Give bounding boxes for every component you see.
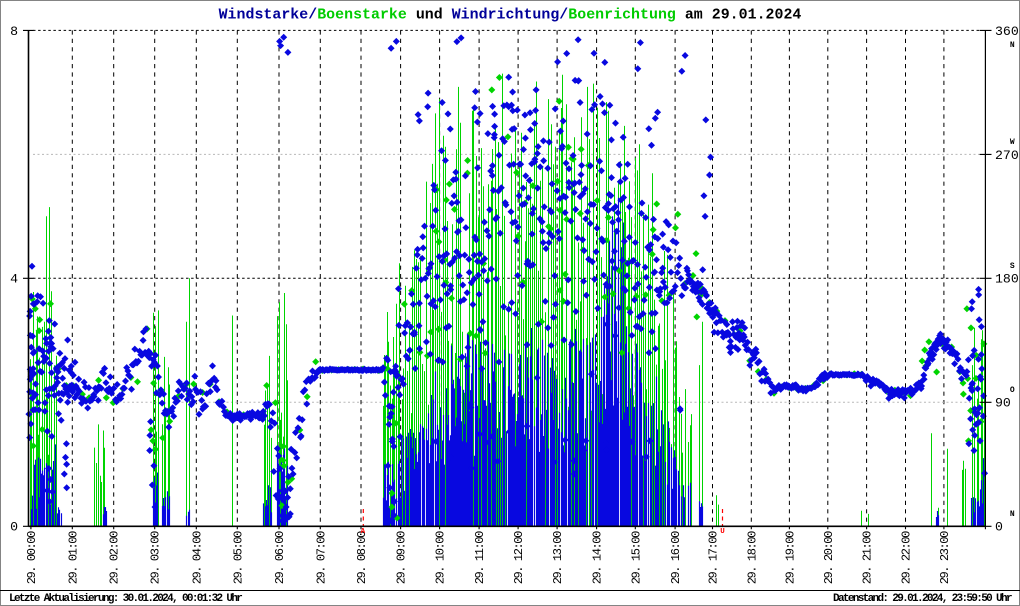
svg-text:29. 02:00: 29. 02:00 [108,531,122,584]
svg-text:29. 19:00: 29. 19:00 [783,531,797,584]
svg-text:29. 10:00: 29. 10:00 [434,531,448,584]
svg-text:29. 18:00: 29. 18:00 [745,531,759,584]
svg-text:270: 270 [995,148,1019,163]
svg-text:N: N [1010,41,1015,50]
svg-text:29. 01:00: 29. 01:00 [66,531,80,584]
svg-text:S: S [1010,262,1015,271]
svg-text:29. 15:00: 29. 15:00 [629,531,643,584]
svg-text:A: A [361,528,366,536]
svg-text:W: W [1010,138,1015,147]
svg-text:4: 4 [10,272,18,287]
svg-text:N: N [1010,510,1015,519]
svg-text:29. 13:00: 29. 13:00 [551,531,565,584]
svg-text:U: U [720,528,725,536]
svg-text:29. 11:00: 29. 11:00 [473,531,487,584]
svg-text:29. 14:00: 29. 14:00 [591,531,605,584]
svg-text:Windstarke/Boenstarke und Wind: Windstarke/Boenstarke und Windrichtung/B… [219,8,802,24]
svg-text:8: 8 [10,24,18,39]
svg-text:29. 12:00: 29. 12:00 [512,531,526,584]
svg-text:29. 06:00: 29. 06:00 [273,531,287,584]
svg-text:180: 180 [995,272,1019,287]
svg-text:29. 23:00: 29. 23:00 [938,531,952,584]
svg-text:Datenstand: 29.01.2024, 23:59:: Datenstand: 29.01.2024, 23:59:50 Uhr [833,593,1012,605]
svg-text:29. 07:00: 29. 07:00 [314,531,328,584]
svg-text:0: 0 [995,520,1003,535]
svg-text:29. 21:00: 29. 21:00 [861,531,875,584]
svg-text:29. 20:00: 29. 20:00 [822,531,836,584]
svg-text:29. 16:00: 29. 16:00 [669,531,683,584]
svg-text:29. 22:00: 29. 22:00 [900,531,914,584]
svg-text:29. 03:00: 29. 03:00 [149,531,163,584]
svg-text:29. 04:00: 29. 04:00 [190,531,204,584]
svg-text:29. 08:00: 29. 08:00 [355,531,369,584]
svg-text:0: 0 [10,520,18,535]
svg-text:90: 90 [995,396,1011,411]
svg-text:360: 360 [995,24,1019,39]
svg-text:29. 05:00: 29. 05:00 [231,531,245,584]
svg-text:29. 17:00: 29. 17:00 [707,531,721,584]
svg-text:29. 00:00: 29. 00:00 [25,531,39,584]
svg-text:O: O [1010,386,1015,395]
svg-text:Letzte Aktualisierung: 30.01.2: Letzte Aktualisierung: 30.01.2024, 00:01… [9,593,242,605]
svg-text:29. 09:00: 29. 09:00 [395,531,409,584]
